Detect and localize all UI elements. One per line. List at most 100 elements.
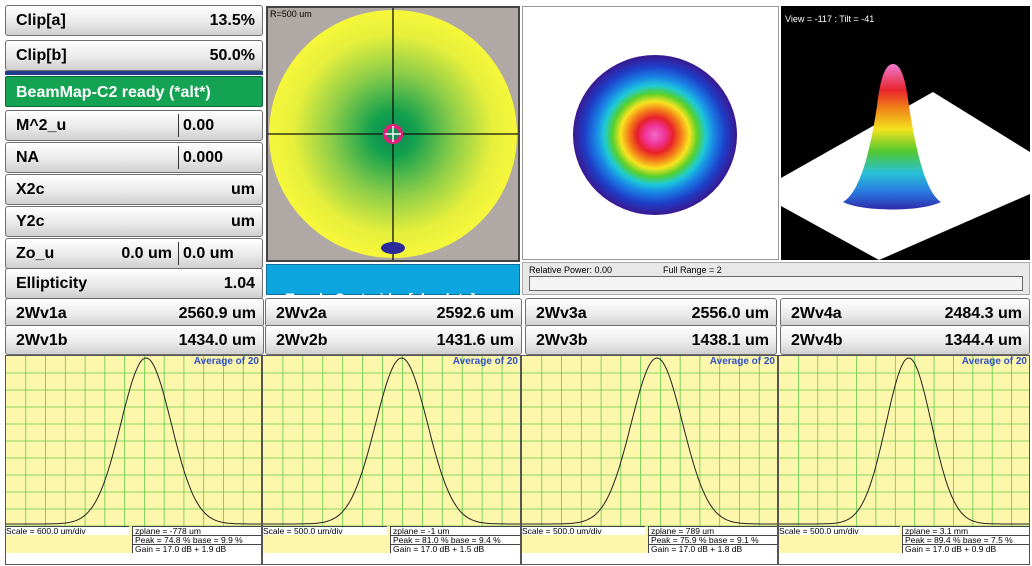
width-value-4a: 2484.3 um — [944, 305, 1022, 322]
average-label-3: Average of 20 — [709, 356, 775, 367]
gain-label-2: Gain = 17.0 dB + 1.5 dB — [390, 544, 520, 553]
width-label-4b: 2Wv4b — [791, 332, 843, 349]
zplane-label-3: zplane = 789 um — [648, 526, 777, 535]
profile-plot-4: Average of 20 Scale = 500.0 um/div zplane … — [778, 355, 1030, 565]
zou-field: Zo_u 0.0 um 0.0 um — [5, 238, 263, 269]
clip-b-label: Clip[b] — [16, 47, 67, 64]
peak-label-1: Peak = 74.8 % base = 9.9 % — [132, 535, 261, 544]
scale-label-2: Scale = 500.0 um/div — [263, 526, 387, 535]
width-label-3b: 2Wv3b — [536, 332, 588, 349]
profile-chart-1 — [6, 356, 261, 527]
width-value-3a: 2556.0 um — [691, 305, 769, 322]
peak-label-3: Peak = 75.9 % base = 9.1 % — [648, 535, 777, 544]
average-label-1: Average of 20 — [193, 356, 259, 367]
x2c-field: X2c um — [5, 174, 263, 205]
width-field-4b: 2Wv4b 1344.4 um — [780, 325, 1030, 355]
scale-label-3: Scale = 500.0 um/div — [522, 526, 645, 535]
x2c-label: X2c — [16, 181, 45, 198]
clip-a-field: Clip[a] 13.5% — [5, 5, 263, 36]
y2c-value: um — [231, 213, 255, 230]
m2u-divider — [178, 114, 179, 137]
width-value-3b: 1438.1 um — [691, 332, 769, 349]
zou-divider — [178, 242, 179, 265]
beam-2d-view — [522, 6, 779, 260]
width-value-2b: 1431.6 um — [436, 332, 514, 349]
gain-label-1: Gain = 17.0 dB + 1.9 dB — [132, 544, 261, 553]
na-value: 0.000 — [183, 149, 224, 166]
clip-b-field: Clip[b] 50.0% — [5, 40, 263, 71]
ellipticity-label: Ellipticity — [16, 275, 88, 292]
profile-curve-3 — [522, 357, 777, 525]
power-panel: Relative Power: 0.00 Full Range = 2 — [522, 262, 1030, 295]
zou-label: Zo_u — [16, 245, 55, 262]
width-field-3a: 2Wv3a 2556.0 um — [525, 298, 777, 327]
clip-a-label: Clip[a] — [16, 12, 66, 29]
na-divider — [178, 146, 179, 169]
gain-label-4: Gain = 17.0 dB + 0.9 dB — [902, 544, 1029, 553]
peak-label-2: Peak = 81.0 % base = 9.4 % — [390, 535, 520, 544]
zplane-label-1: zplane = -778 um — [132, 526, 261, 535]
status-divider — [5, 71, 263, 75]
peak-label-4: Peak = 89.4 % base = 7.5 % — [902, 535, 1029, 544]
clip-b-value: 50.0% — [209, 47, 255, 64]
width-label-2b: 2Wv2b — [276, 332, 328, 349]
profile-chart-3 — [522, 356, 777, 527]
zplane-label-4: zplane = 3.1 mm — [902, 526, 1029, 535]
profile-curve-4 — [779, 357, 1029, 525]
beam-map-panel[interactable]: R=500 um — [266, 6, 520, 262]
width-value-4b: 1344.4 um — [944, 332, 1022, 349]
width-field-1a: 2Wv1a 2560.9 um — [5, 298, 264, 327]
plot-footer-fill-4 — [779, 553, 1029, 564]
beam-3d-image — [781, 64, 1030, 260]
profile-plot-3: Average of 20 Scale = 500.0 um/div zplane … — [521, 355, 778, 565]
width-label-1b: 2Wv1b — [16, 332, 68, 349]
average-label-2: Average of 20 — [452, 356, 518, 367]
ellipticity-field: Ellipticity 1.04 — [5, 268, 263, 299]
width-value-1a: 2560.9 um — [178, 305, 256, 322]
y2c-label: Y2c — [16, 213, 45, 230]
full-range-label: Full Range = 2 — [663, 265, 722, 275]
plot-footer-fill-3 — [522, 553, 777, 564]
zplane-label-2: zplane = -1 um — [390, 526, 520, 535]
width-field-2b: 2Wv2b 1431.6 um — [265, 325, 522, 355]
width-field-3b: 2Wv3b 1438.1 um — [525, 325, 777, 355]
ellipticity-value: 1.04 — [223, 275, 255, 292]
radius-label: R=500 um — [270, 9, 312, 19]
y2c-field: Y2c um — [5, 206, 263, 237]
profile-plot-1: Average of 20 Scale = 600.0 um/div zplane … — [5, 355, 262, 565]
plot-footer-fill-1 — [6, 553, 261, 564]
width-value-1b: 1434.0 um — [178, 332, 256, 349]
x2c-value: um — [231, 181, 255, 198]
status-text: BeamMap-C2 ready (*alt*) — [16, 84, 211, 101]
width-field-2a: 2Wv2a 2592.6 um — [265, 298, 522, 327]
plot-footer-fill-2 — [263, 553, 520, 564]
zou-value-a: 0.0 um — [121, 245, 172, 262]
beam-rings-image — [573, 55, 737, 215]
m2u-label: M^2_u — [16, 117, 67, 134]
clip-a-value: 13.5% — [209, 12, 255, 29]
average-label-4: Average of 20 — [961, 356, 1027, 367]
profile-plot-2: Average of 20 Scale = 500.0 um/div zplane … — [262, 355, 521, 565]
gain-label-3: Gain = 17.0 dB + 1.8 dB — [648, 544, 777, 553]
width-label-3a: 2Wv3a — [536, 305, 587, 322]
width-field-1b: 2Wv1b 1434.0 um — [5, 325, 264, 355]
power-bar — [529, 276, 1023, 291]
relative-power-label: Relative Power: 0.00 — [529, 265, 613, 275]
beam-3d-view[interactable]: View = -117 : Tilt = -41 — [781, 6, 1030, 260]
width-label-4a: 2Wv4a — [791, 305, 842, 322]
view-tilt-label: View = -117 : Tilt = -41 — [785, 14, 875, 24]
m2u-field: M^2_u 0.00 — [5, 110, 263, 141]
scale-label-4: Scale = 500.0 um/div — [779, 526, 900, 535]
zou-value-b: 0.0 um — [183, 245, 234, 262]
scale-label-1: Scale = 600.0 um/div — [6, 526, 129, 535]
profile-curve-1 — [6, 357, 261, 525]
status-bar: BeamMap-C2 ready (*alt*) — [5, 76, 263, 107]
m2u-value: 0.00 — [183, 117, 215, 134]
profile-chart-4 — [779, 356, 1029, 527]
width-value-2a: 2592.6 um — [436, 305, 514, 322]
width-field-4a: 2Wv4a 2484.3 um — [780, 298, 1030, 327]
toggle-centroid-button[interactable]: Toggle Centroid: [absolute] — [266, 264, 520, 306]
width-label-1a: 2Wv1a — [16, 305, 67, 322]
profile-curve-2 — [263, 357, 520, 525]
beam-map-image — [268, 8, 518, 260]
